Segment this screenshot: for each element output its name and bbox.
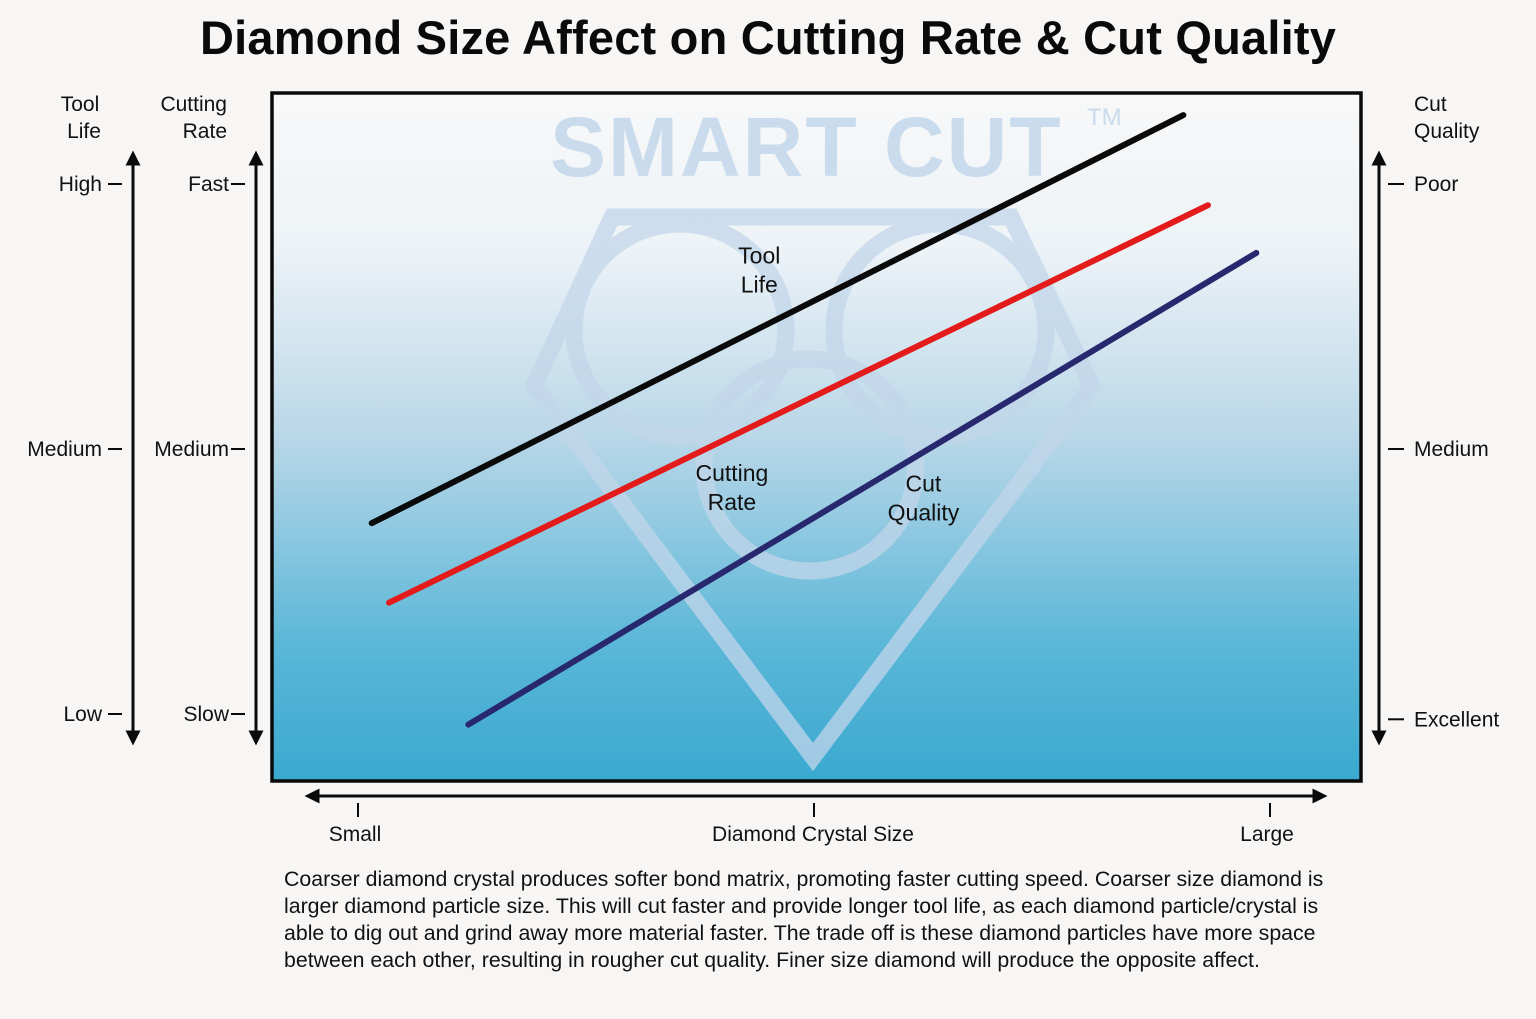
tool-life-axis-title-line1: Tool	[61, 93, 100, 116]
series-label-cut-quality-line2: Quality	[888, 499, 960, 525]
cutting-rate-axis-title-line1: Cutting	[160, 93, 227, 116]
cut-quality-axis-title-line1: Cut	[1414, 93, 1447, 116]
watermark-trademark: TM	[1087, 104, 1122, 131]
watermark-text: SMART CUT	[550, 100, 1063, 194]
series-layer: Tool Life Cutting Rate Cut Quality	[368, 112, 1260, 728]
x-axis-tick-label-large: Large	[1240, 823, 1294, 846]
chart-title: Diamond Size Affect on Cutting Rate & Cu…	[199, 11, 1337, 64]
tool-life-tick-label-low: Low	[63, 703, 102, 726]
watermark-circle-right	[825, 215, 1055, 445]
cut-quality-tick-label-poor: Poor	[1414, 173, 1458, 196]
cutting-rate-tick-label-slow: Slow	[183, 703, 229, 726]
cutting-rate-tick-label-fast: Fast	[188, 173, 229, 196]
series-label-cutting-rate-line1: Cutting	[695, 460, 768, 486]
description-text: Coarser diamond crystal produces softer …	[284, 867, 1324, 972]
watermark-circle-left	[565, 215, 795, 445]
cut-quality-tick-label-excellent: Excellent	[1414, 708, 1499, 731]
series-label-cut-quality-line1: Cut	[906, 470, 942, 496]
series-line-cut-quality	[465, 249, 1260, 728]
series-label-cutting-rate-line2: Rate	[708, 489, 757, 515]
x-axis-tick-label-small: Small	[329, 823, 382, 846]
cut-quality-axis-title-line2: Quality	[1414, 120, 1480, 143]
cutting-rate-tick-label-medium: Medium	[154, 438, 229, 461]
series-label-tool-life-line2: Life	[741, 272, 778, 298]
watermark-circle-bottom	[695, 350, 925, 580]
tool-life-tick-label-medium: Medium	[27, 438, 102, 461]
watermark-logo	[524, 208, 1102, 772]
series-label-tool-life-line1: Tool	[738, 243, 780, 269]
tool-life-tick-label-high: High	[59, 173, 102, 196]
plot-area	[272, 93, 1361, 781]
series-line-cutting-rate	[386, 202, 1211, 606]
plot-frame	[270, 91, 1363, 783]
series-line-tool-life	[368, 112, 1187, 527]
tool-life-axis-title-line2: Life	[67, 120, 101, 143]
cut-quality-tick-label-medium: Medium	[1414, 438, 1489, 461]
cutting-rate-axis-title-line2: Rate	[183, 120, 227, 143]
tick-layer: High Medium Low Fast Medium Slow Poor Medium Exc…	[27, 173, 1499, 846]
x-axis-title: Diamond Crystal Size	[712, 823, 914, 846]
